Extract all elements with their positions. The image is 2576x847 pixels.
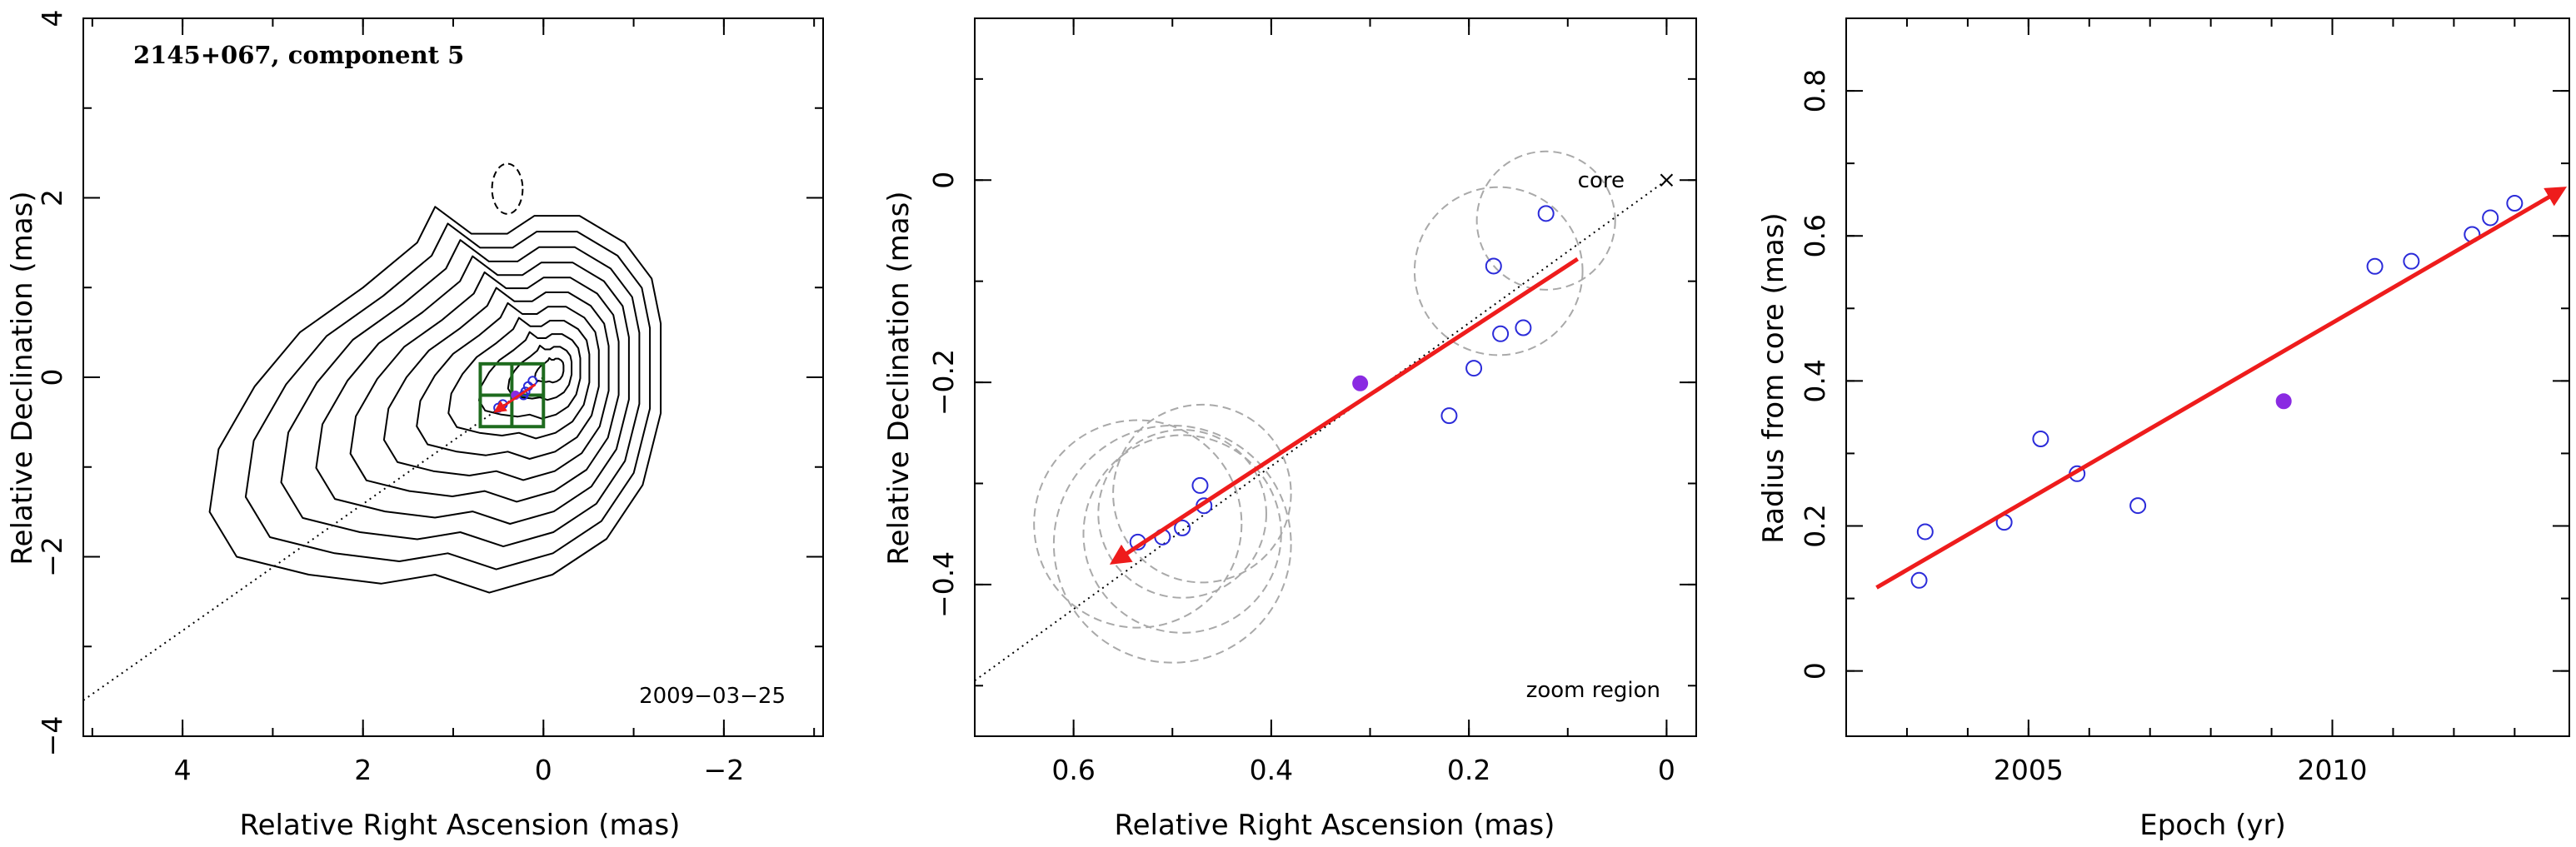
panel1-ytick-label: 4 xyxy=(36,10,68,27)
panel2-data-point xyxy=(1465,360,1483,377)
panel3-frame xyxy=(1845,17,2570,737)
negative-contour xyxy=(491,162,524,215)
panel2-fit-arrow xyxy=(1109,257,1580,565)
trajectory-dotted-line xyxy=(83,376,544,701)
contour-line xyxy=(416,301,600,460)
error-circle xyxy=(1052,424,1292,664)
core-marker-b xyxy=(1660,173,1674,187)
panel2-x-axis-label: Relative Right Ascension (mas) xyxy=(1115,809,1555,842)
contour-line xyxy=(208,206,662,594)
panel3-y-axis-label: Radius from core (mas) xyxy=(1757,212,1790,543)
panel2-data-point xyxy=(1515,319,1532,336)
error-circle xyxy=(1082,434,1282,634)
contour-line xyxy=(382,286,610,481)
panel3-data-point xyxy=(2506,195,2524,212)
panel3-data-point xyxy=(1916,523,1934,541)
contour-line xyxy=(315,255,630,525)
zoom-plot-inner xyxy=(975,150,1674,682)
panel2-frame xyxy=(974,17,1697,737)
contour-line xyxy=(280,239,641,548)
panel3-highlight-point xyxy=(2275,393,2292,410)
panel3-ytick-label: 0.4 xyxy=(1799,359,1831,402)
panel3-ytick-label: 0.2 xyxy=(1799,504,1831,547)
panel1-xtick-label: −2 xyxy=(704,754,745,786)
panel2-xtick-label: 0.6 xyxy=(1051,754,1095,786)
panel2-data-point xyxy=(1492,325,1510,342)
panel1-xtick-label: 4 xyxy=(174,754,192,786)
contour-line xyxy=(534,356,565,384)
panel1-data-point xyxy=(527,376,538,386)
panel3-ytick-label: 0.6 xyxy=(1799,214,1831,257)
panel3-ytick-label: 0.8 xyxy=(1799,69,1831,112)
panel1-xtick-label: 0 xyxy=(535,754,552,786)
error-circle xyxy=(1112,403,1292,584)
contour-line xyxy=(447,316,591,440)
panel1-xtick-label: 2 xyxy=(354,754,372,786)
panel2-xtick-label: 0 xyxy=(1658,754,1675,786)
panel-contour-map: 4 2 0 −2 −4 −2 0 2 4 2145+067, component 5 2009−… xyxy=(6,10,824,842)
trajectory-dotted-line xyxy=(975,179,1667,682)
contour-line xyxy=(244,222,651,570)
error-circle xyxy=(1097,429,1267,599)
panel1-frame xyxy=(82,17,824,737)
panel3-fit-arrow xyxy=(1875,187,2568,590)
panel3-data-point xyxy=(2129,497,2147,515)
contour-line xyxy=(478,331,582,420)
panel-radius-vs-epoch: 2005 2010 0 0.2 0.4 0.6 0.8 Epoch (yr) Radius … xyxy=(1757,17,2570,842)
panel3-data-point xyxy=(2366,257,2384,275)
panel2-core-label: core xyxy=(1578,168,1625,193)
panel1-ytick-label: −4 xyxy=(36,716,68,757)
panel3-data-point xyxy=(2403,252,2420,270)
panel3-ytick-label: 0 xyxy=(1799,662,1831,680)
contour-plot-inner xyxy=(83,162,662,701)
panel1-date-label: 2009−03−25 xyxy=(639,684,786,709)
radius-plot-area: 2005 2010 0 0.2 0.4 0.6 0.8 xyxy=(1799,17,2570,786)
panel1-x-axis-label: Relative Right Ascension (mas) xyxy=(240,809,681,842)
panel3-xtick-label: 2005 xyxy=(1994,754,2064,786)
panel3-data-point xyxy=(2482,209,2499,227)
contour-plot-area: 4 2 0 −2 −4 −2 0 2 4 xyxy=(36,10,824,786)
panel1-fit-arrow xyxy=(493,383,537,413)
panel2-data-point xyxy=(1174,519,1191,536)
panel2-data-point xyxy=(1485,257,1502,275)
panel3-data-point xyxy=(1910,571,1928,589)
panel2-xtick-label: 0.4 xyxy=(1250,754,1293,786)
panel-zoom-trajectory: 0.6 0.4 0.2 0 −0.4 −0.2 0 core zoom region Rel… xyxy=(882,17,1697,842)
contour-line xyxy=(349,271,620,503)
error-circle xyxy=(1033,419,1243,629)
panel3-x-axis-label: Epoch (yr) xyxy=(2139,809,2286,842)
panel2-highlight-point xyxy=(1352,375,1369,391)
panel1-title: 2145+067, component 5 xyxy=(133,41,464,69)
error-circle xyxy=(1475,150,1616,291)
panel2-data-point xyxy=(1537,205,1555,222)
error-circle xyxy=(1413,186,1584,356)
panel3-xtick-label: 2010 xyxy=(2298,754,2368,786)
panel2-ytick-label: 0 xyxy=(927,172,960,189)
panel2-ytick-label: −0.4 xyxy=(927,551,960,618)
panel2-data-point xyxy=(1440,407,1458,425)
panel2-xtick-label: 0.2 xyxy=(1447,754,1490,786)
panel2-data-point xyxy=(1191,476,1209,494)
panel1-ytick-label: 0 xyxy=(36,369,68,386)
panel2-ytick-label: −0.2 xyxy=(927,349,960,416)
panel1-ytick-label: −2 xyxy=(36,536,68,577)
zoom-plot-area: 0.6 0.4 0.2 0 −0.4 −0.2 0 xyxy=(927,17,1697,786)
radius-plot-inner xyxy=(1875,187,2568,590)
panel2-zoom-label: zoom region xyxy=(1526,678,1660,703)
panel2-y-axis-label: Relative Declination (mas) xyxy=(882,191,916,565)
panel1-y-axis-label: Relative Declination (mas) xyxy=(6,191,39,565)
panel3-data-point xyxy=(2032,431,2049,448)
panel1-ytick-label: 2 xyxy=(36,189,68,207)
